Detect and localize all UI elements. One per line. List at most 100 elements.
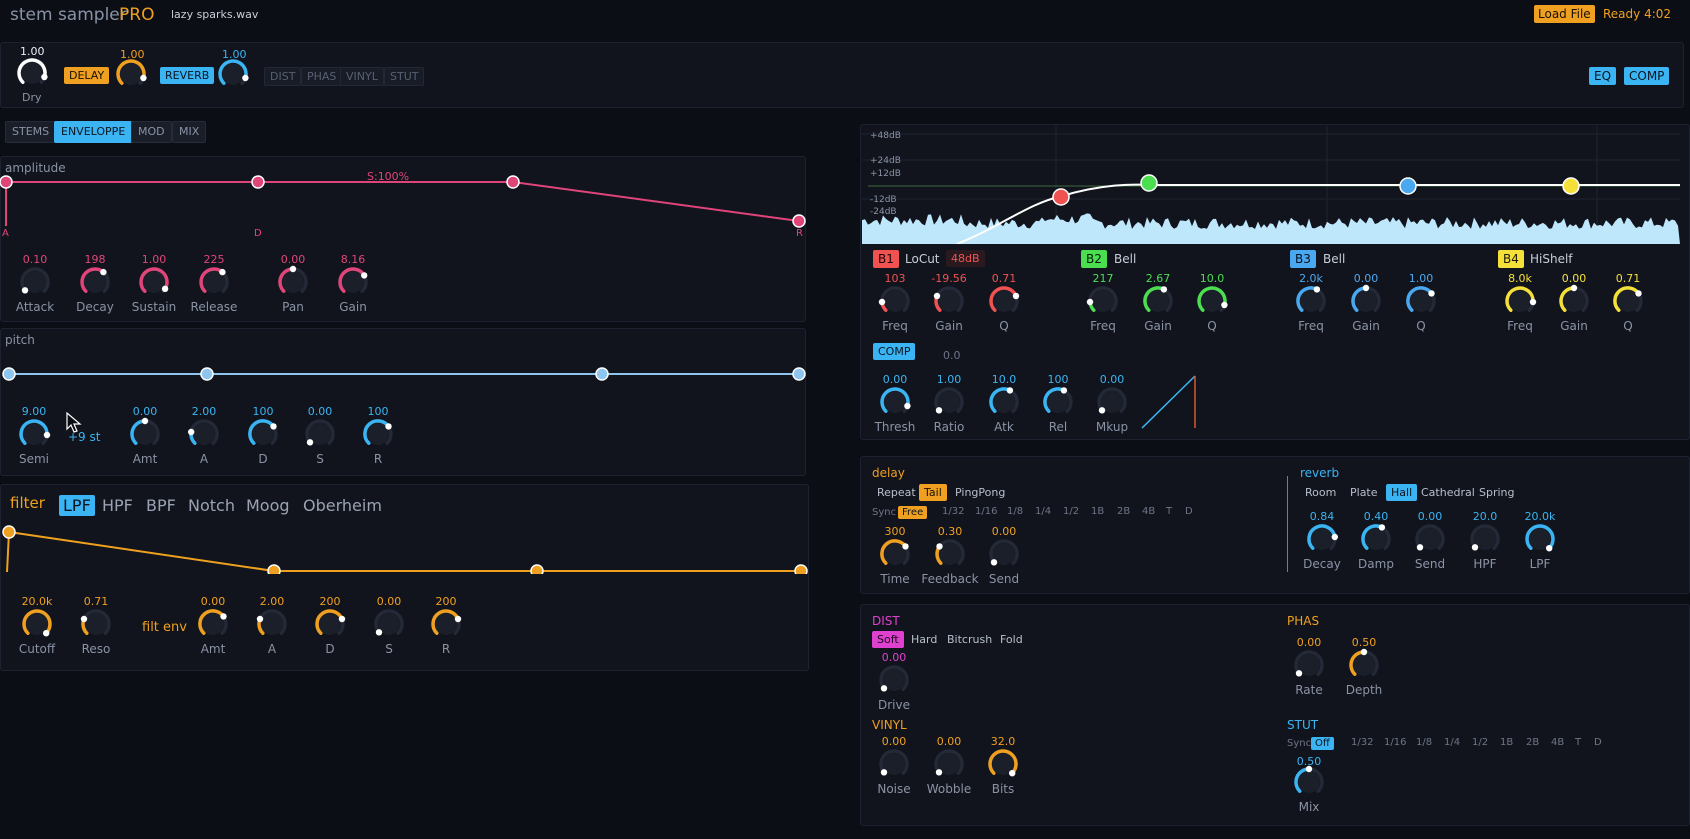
filter-type-bpf[interactable]: BPF [146, 496, 176, 515]
comp-1-knob[interactable] [932, 385, 966, 419]
dist-mode-hard[interactable]: Hard [911, 633, 938, 646]
stut-toggle[interactable]: STUT [384, 67, 425, 86]
eq-b3-badge[interactable]: B3 [1290, 250, 1316, 268]
filter-1-knob[interactable] [79, 607, 113, 641]
stut-mix-knob[interactable] [1292, 765, 1326, 799]
stut-sync-4[interactable]: 1/4 [1444, 737, 1461, 748]
filter-envelope-graph[interactable] [0, 524, 809, 574]
dist-toggle[interactable]: DIST [264, 67, 302, 86]
phas-rate-knob[interactable] [1292, 648, 1326, 682]
delay-sync-2[interactable]: 1/16 [975, 506, 998, 517]
filter-4-knob[interactable] [313, 607, 347, 641]
amp-1-knob[interactable] [78, 265, 112, 299]
eq-b4-2-knob[interactable] [1611, 284, 1645, 318]
reverb-toggle[interactable]: REVERB [160, 67, 215, 84]
delay-mode-pingpong[interactable]: PingPong [955, 486, 1006, 499]
reverb-1-knob[interactable] [1359, 522, 1393, 556]
filter-type-moog[interactable]: Moog [246, 496, 290, 515]
stut-sync-3[interactable]: 1/8 [1416, 737, 1433, 748]
eq-b3-1-knob[interactable] [1349, 284, 1383, 318]
stut-sync-10[interactable]: D [1594, 737, 1602, 748]
dist-mode-fold[interactable]: Fold [1000, 633, 1023, 646]
delay-sync-0[interactable]: Free [898, 506, 928, 519]
delay-0-knob[interactable] [878, 537, 912, 571]
eq-b4-badge[interactable]: B4 [1498, 250, 1524, 268]
eq-b3-0-knob[interactable] [1294, 284, 1328, 318]
amp-0-knob[interactable] [18, 265, 52, 299]
amp-2-knob[interactable] [137, 265, 171, 299]
eq-b2-1-knob[interactable] [1141, 284, 1175, 318]
delay-sync-3[interactable]: 1/8 [1007, 506, 1024, 517]
delay-sync-9[interactable]: T [1166, 506, 1173, 517]
stut-sync-9[interactable]: T [1575, 737, 1582, 748]
filter-3-knob[interactable] [255, 607, 289, 641]
pitch-3-knob[interactable] [246, 417, 280, 451]
eq-b2-badge[interactable]: B2 [1081, 250, 1107, 268]
reverb-type-spring[interactable]: Spring [1479, 486, 1515, 499]
stut-sync-6[interactable]: 1B [1500, 737, 1514, 748]
eq-curve-display[interactable] [862, 126, 1680, 244]
tab-enveloppe[interactable]: ENVELOPPE [54, 121, 133, 143]
filter-type-notch[interactable]: Notch [188, 496, 235, 515]
delay-sync-4[interactable]: 1/4 [1035, 506, 1052, 517]
amp-5-knob[interactable] [336, 265, 370, 299]
pitch-2-knob[interactable] [187, 417, 221, 451]
reverb-mix-knob[interactable] [216, 57, 250, 91]
comp-0-knob[interactable] [878, 385, 912, 419]
filter-2-knob[interactable] [196, 607, 230, 641]
delay-sync-10[interactable]: D [1185, 506, 1193, 517]
reverb-type-plate[interactable]: Plate [1350, 486, 1378, 499]
delay-sync-7[interactable]: 2B [1117, 506, 1131, 517]
dist-mode-bitcrush[interactable]: Bitcrush [947, 633, 993, 646]
amp-3-knob[interactable] [197, 265, 231, 299]
comp-3-knob[interactable] [1041, 385, 1075, 419]
filter-0-knob[interactable] [20, 607, 54, 641]
eq-b1-0-knob[interactable] [878, 284, 912, 318]
delay-sync-5[interactable]: 1/2 [1063, 506, 1080, 517]
vinyl-bits-knob[interactable] [986, 747, 1020, 781]
stut-sync-0[interactable]: Off [1311, 737, 1334, 750]
pitch-1-knob[interactable] [128, 417, 162, 451]
eq-b4-0-knob[interactable] [1503, 284, 1537, 318]
filter-type-oberheim[interactable]: Oberheim [303, 496, 382, 515]
filter-type-lpf[interactable]: LPF [59, 495, 95, 516]
eq-b4-type[interactable]: HiShelf [1530, 252, 1573, 266]
reverb-type-cathedral[interactable]: Cathedral [1421, 486, 1475, 499]
eq-b1-type[interactable]: LoCut [905, 252, 940, 266]
reverb-type-hall[interactable]: Hall [1386, 484, 1418, 501]
tab-stems[interactable]: STEMS [5, 121, 57, 143]
stut-sync-5[interactable]: 1/2 [1472, 737, 1489, 748]
pitch-0-knob[interactable] [17, 417, 51, 451]
stut-sync-2[interactable]: 1/16 [1384, 737, 1407, 748]
vinyl-noise-knob[interactable] [877, 747, 911, 781]
phas-toggle[interactable]: PHAS [301, 67, 343, 86]
vinyl-toggle[interactable]: VINYL [340, 67, 384, 86]
amplitude-envelope-graph[interactable] [0, 170, 806, 240]
delay-mode-tail[interactable]: Tail [919, 484, 947, 501]
amp-4-knob[interactable] [276, 265, 310, 299]
reverb-0-knob[interactable] [1305, 522, 1339, 556]
delay-sync-8[interactable]: 4B [1142, 506, 1156, 517]
comp-button[interactable]: COMP [1624, 67, 1670, 85]
reverb-2-knob[interactable] [1413, 522, 1447, 556]
eq-b3-2-knob[interactable] [1404, 284, 1438, 318]
reverb-4-knob[interactable] [1523, 522, 1557, 556]
delay-2-knob[interactable] [987, 537, 1021, 571]
vinyl-wobble-knob[interactable] [932, 747, 966, 781]
eq-b2-0-knob[interactable] [1086, 284, 1120, 318]
eq-b1-1-knob[interactable] [932, 284, 966, 318]
delay-sync-1[interactable]: 1/32 [942, 506, 965, 517]
tab-mix[interactable]: MIX [172, 121, 207, 143]
stut-sync-7[interactable]: 2B [1526, 737, 1540, 748]
delay-mode-repeat[interactable]: Repeat [877, 486, 916, 499]
eq-b2-2-knob[interactable] [1195, 284, 1229, 318]
pitch-4-knob[interactable] [303, 417, 337, 451]
eq-button[interactable]: EQ [1589, 67, 1617, 85]
comp-2-knob[interactable] [987, 385, 1021, 419]
eq-b1-2-knob[interactable] [987, 284, 1021, 318]
eq-b3-type[interactable]: Bell [1323, 252, 1346, 266]
delay-mix-knob[interactable] [114, 57, 148, 91]
eq-b4-1-knob[interactable] [1557, 284, 1591, 318]
dry-knob[interactable] [15, 56, 49, 90]
dist-mode-soft[interactable]: Soft [872, 631, 904, 648]
